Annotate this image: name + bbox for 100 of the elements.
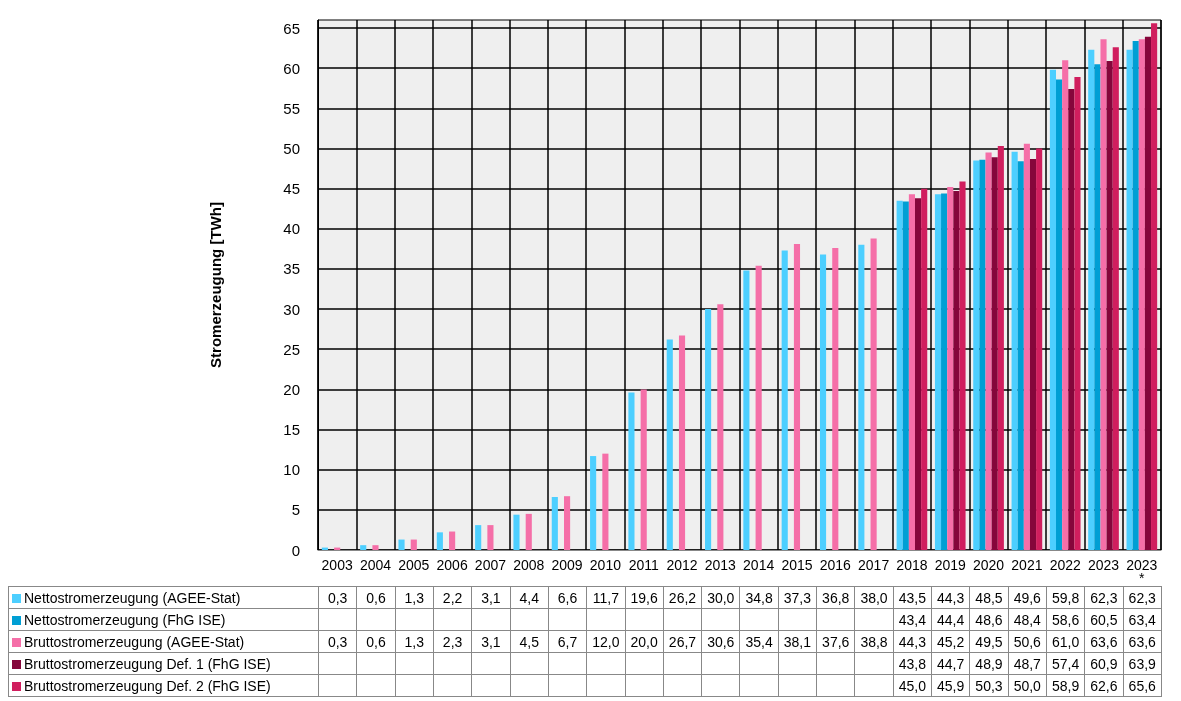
data-label: 4,5 [510, 630, 549, 653]
bar [953, 191, 960, 550]
bar [1074, 77, 1081, 550]
x-tick-label: 2013 [704, 556, 737, 573]
x-tick-label: 2019 [934, 556, 967, 573]
data-label: 58,6 [1046, 608, 1085, 631]
data-label: 30,0 [701, 586, 740, 609]
bar [915, 198, 922, 550]
bar [717, 304, 724, 550]
bar [1151, 23, 1158, 550]
bar [973, 160, 980, 550]
data-label: 48,6 [969, 608, 1009, 631]
data-label: 45,2 [931, 630, 970, 653]
bar [666, 339, 673, 550]
bar [590, 456, 597, 550]
data-label: 0,6 [356, 586, 396, 609]
bar [793, 244, 801, 550]
bar [832, 248, 839, 550]
bar [1029, 158, 1037, 550]
data-label: 6,7 [548, 630, 587, 653]
data-label: 60,9 [1084, 652, 1124, 675]
bar [870, 238, 877, 550]
bar [991, 157, 998, 550]
bar [908, 194, 915, 550]
x-tick-label: 2008 [513, 556, 545, 573]
data-label: 44,7 [931, 652, 970, 675]
x-tick-label: 2023 [1087, 556, 1120, 573]
data-label: 63,6 [1084, 630, 1124, 653]
bar [628, 392, 635, 550]
data-label: 37,3 [778, 586, 817, 609]
data-label: 62,3 [1123, 586, 1162, 609]
bar [941, 193, 948, 550]
data-label: 44,3 [893, 630, 932, 653]
data-label: 50,6 [1008, 630, 1047, 653]
bar [372, 545, 379, 550]
y-tick-label: 10 [283, 461, 300, 479]
x-tick-label: 2006 [436, 556, 468, 573]
bar [564, 496, 571, 550]
data-label: 49,5 [969, 630, 1009, 653]
data-label: 45,0 [893, 674, 932, 697]
data-label: 50,3 [969, 674, 1009, 697]
bar [1023, 143, 1030, 550]
data-label: 0,3 [318, 630, 357, 653]
y-tick-label: 30 [283, 300, 300, 318]
bar [755, 265, 762, 550]
bar [997, 146, 1004, 550]
bar [959, 181, 966, 550]
bar [1100, 39, 1107, 550]
y-tick-label: 40 [283, 220, 300, 238]
data-label: 11,7 [586, 586, 625, 609]
bar [1144, 36, 1152, 550]
bar [781, 250, 788, 550]
data-label: 1,3 [395, 630, 434, 653]
data-label: 26,7 [663, 630, 702, 653]
data-label: 2,3 [433, 630, 472, 653]
bar [896, 200, 903, 550]
data-label: 60,5 [1084, 608, 1124, 631]
data-label: 65,6 [1123, 674, 1162, 697]
data-label: 62,6 [1084, 674, 1124, 697]
legend-label: Nettostromerzeugung (AGEE-Stat) [8, 586, 319, 609]
x-tick-label: 2004 [359, 556, 392, 573]
bar [1049, 69, 1057, 550]
bar [398, 539, 405, 550]
data-label: 34,8 [739, 586, 779, 609]
x-tick-label: 2007 [474, 556, 507, 573]
bar [1068, 89, 1075, 550]
data-label: 36,8 [816, 586, 855, 609]
data-label: 0,6 [356, 630, 396, 653]
data-label: 44,3 [931, 586, 970, 609]
data-label: 6,6 [548, 586, 587, 609]
data-label: 12,0 [586, 630, 625, 653]
bar [705, 309, 712, 550]
bar [1088, 49, 1095, 550]
bar [1036, 148, 1043, 550]
bar [513, 514, 520, 550]
y-axis-title: Stromerzeugung [TWh] [207, 202, 224, 368]
x-tick-label: 2011 [628, 556, 659, 573]
data-label: 2,2 [433, 586, 472, 609]
bar [902, 201, 909, 550]
data-label: 48,5 [969, 586, 1009, 609]
bar [934, 194, 942, 550]
data-label: 61,0 [1046, 630, 1085, 653]
x-tick-label: 2017 [858, 556, 890, 573]
data-label: 20,0 [625, 630, 664, 653]
bar [410, 539, 417, 550]
data-label: 62,3 [1084, 586, 1124, 609]
bar [1017, 161, 1024, 550]
x-tick-label: 2020 [972, 556, 1005, 573]
bar [360, 545, 367, 550]
bar [1132, 40, 1139, 550]
y-tick-label: 35 [283, 260, 300, 278]
x-tick-label: 2018 [896, 556, 928, 573]
y-tick-label: 15 [283, 421, 300, 439]
data-label: 50,0 [1008, 674, 1047, 697]
bar [1094, 64, 1101, 550]
data-label: 48,7 [1008, 652, 1047, 675]
bar [1126, 49, 1133, 550]
bar [525, 513, 532, 550]
data-label: 37,6 [816, 630, 855, 653]
x-tick-label: 2016 [819, 556, 852, 573]
